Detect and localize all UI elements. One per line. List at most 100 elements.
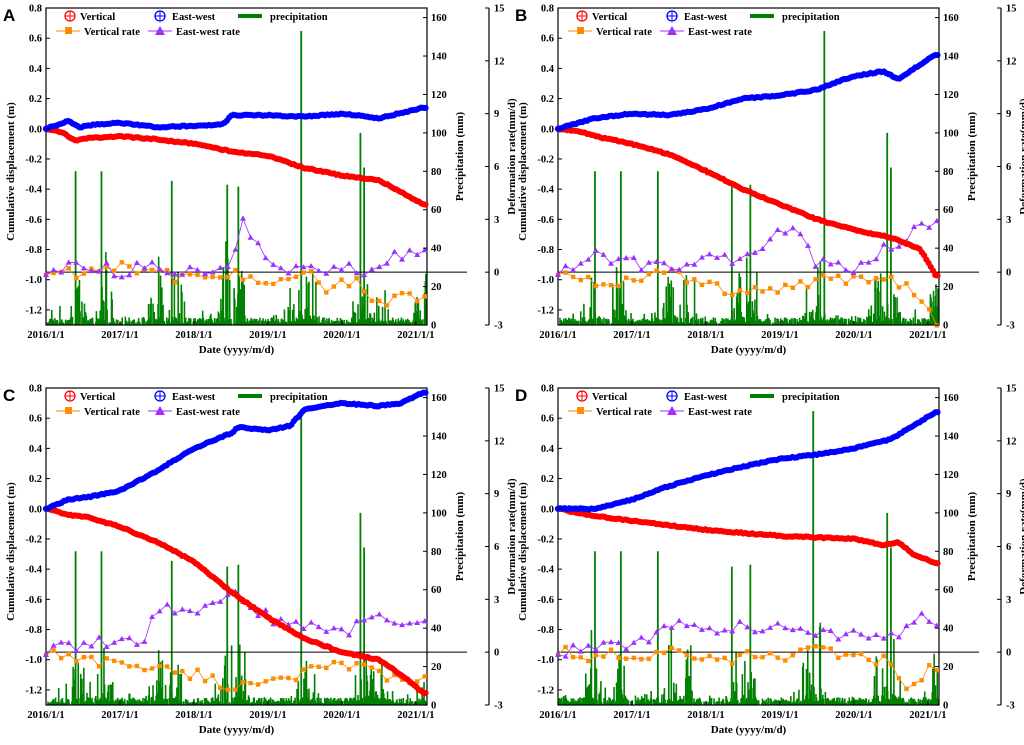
vertical-rate-point	[798, 647, 803, 652]
vertical-rate-point	[873, 276, 879, 281]
precip-tick-label: 40	[943, 624, 954, 635]
vertical-rate-point	[263, 281, 268, 286]
east-west-rate-point	[285, 270, 292, 276]
east-west-rate-point	[933, 217, 940, 224]
left-tick-label: 0.8	[541, 384, 554, 395]
east-west-rate-point	[80, 265, 87, 271]
left-tick-label: 0.0	[541, 504, 554, 515]
vertical-rate-point	[278, 675, 284, 680]
x-tick-label: 2018/1/1	[175, 330, 212, 341]
rate-tick-label: 3	[494, 595, 499, 606]
east-west-rate-point	[118, 274, 125, 280]
east-west-rate-point	[858, 631, 865, 637]
east-west-rate-point	[126, 272, 133, 278]
east-west-rate-point	[202, 270, 209, 277]
east-west-rate-point	[103, 643, 110, 650]
vertical-rate-point	[301, 270, 306, 275]
vertical-rate-point	[142, 667, 147, 673]
rate-tick-label: 15	[1006, 384, 1017, 395]
rate-tick-label: 6	[494, 542, 499, 553]
east-west-displacement-series	[554, 51, 941, 132]
east-west-point	[934, 409, 941, 416]
vertical-rate-point	[919, 678, 924, 683]
east-west-rate-point	[911, 619, 918, 625]
east-west-rate-point	[774, 226, 781, 232]
legend-east-west-rate-label: East-west rate	[176, 407, 240, 418]
precip-tick-label: 60	[431, 585, 442, 596]
east-west-rate-point	[414, 251, 421, 257]
rate-tick-label: 9	[494, 109, 499, 120]
vertical-displacement-series	[554, 505, 941, 567]
vertical-rate-point	[384, 678, 390, 683]
vertical-rate-point	[248, 680, 253, 686]
vertical-rate-point	[843, 652, 849, 657]
plot-frame	[557, 7, 940, 326]
precip-tick-label: 160	[943, 393, 959, 404]
east-west-rate-point	[406, 247, 413, 253]
rate-tick-label: 0	[1006, 648, 1011, 659]
east-west-rate-point	[555, 651, 561, 657]
vertical-rate-point	[111, 658, 117, 664]
rate-axis-label: Deformation rate(mm/d)	[1018, 98, 1024, 215]
legend-east-west-rate-label: East-west rate	[176, 27, 240, 38]
vertical-rate-point	[149, 666, 155, 671]
legend-vertical-rate-label: Vertical rate	[84, 27, 140, 38]
east-west-rate-point	[209, 269, 216, 275]
vertical-rate-point	[722, 291, 727, 296]
east-west-rate-point	[361, 272, 368, 278]
x-axis-label: Date (yyyy/m/d)	[199, 344, 275, 356]
east-west-rate-point	[623, 255, 630, 261]
vertical-rate-point	[240, 679, 246, 685]
left-tick-label: 0.2	[541, 94, 554, 105]
vertical-rate-point	[66, 651, 71, 657]
vertical-rate-point	[308, 269, 314, 274]
vertical-rate-point	[775, 290, 780, 295]
precip-tick-label: 0	[431, 321, 436, 332]
legend-precipitation-label: precipitation	[270, 12, 328, 23]
east-west-rate-point	[759, 628, 766, 634]
left-tick-label: -1.2	[25, 685, 42, 696]
east-west-rate-series	[555, 610, 940, 659]
east-west-rate-point	[812, 263, 819, 269]
east-west-rate-point	[873, 631, 880, 637]
vertical-rate-point	[354, 661, 359, 666]
east-west-rate-point	[73, 647, 80, 654]
east-west-rate-point	[661, 622, 668, 629]
left-tick-label: -1.0	[25, 655, 42, 666]
rate-tick-label: 12	[1006, 56, 1017, 67]
vertical-rate-series	[555, 643, 939, 692]
left-tick-label: -0.2	[537, 154, 554, 165]
east-west-rate-point	[895, 243, 902, 249]
east-west-rate-point	[50, 642, 57, 648]
legend-vertical-label: Vertical	[80, 392, 115, 403]
vertical-rate-point	[278, 276, 284, 282]
vertical-rate-point	[399, 290, 405, 296]
east-west-rate-point	[376, 611, 383, 617]
x-tick-label: 2021/1/1	[909, 330, 946, 341]
left-tick-label: 0.8	[29, 4, 42, 15]
vertical-rate-point	[623, 275, 629, 280]
chart-panel-a: 0.8 0.6 0.4 0.2 0.0 -0.2 -0.4 -0.6 -0.8 -1.0 -1.2 1…	[3, 4, 518, 357]
rate-tick-label: -3	[1006, 701, 1015, 712]
vertical-rate-series	[43, 648, 427, 692]
precip-axis-label: Precipitation (mm)	[966, 112, 978, 202]
vertical-rate-point	[271, 281, 276, 287]
east-west-rate-point	[111, 273, 118, 279]
x-tick-label: 2017/1/1	[101, 710, 138, 721]
east-west-rate-point	[842, 267, 849, 273]
east-west-rate-point	[103, 259, 110, 266]
east-west-rate-point	[812, 632, 819, 638]
left-tick-label: -0.8	[25, 245, 42, 256]
vertical-rate-point	[346, 667, 352, 672]
east-west-rate-point	[376, 263, 383, 270]
east-west-rate-point	[300, 625, 307, 632]
east-west-rate-point	[691, 261, 698, 267]
east-west-rate-point	[729, 628, 736, 634]
east-west-rate-point	[315, 267, 322, 273]
east-west-rate-point	[638, 634, 645, 640]
vertical-rate-point	[919, 299, 924, 304]
vertical-rate-point	[661, 650, 667, 656]
rate-tick-label: 12	[1006, 436, 1017, 447]
east-west-rate-point	[630, 254, 637, 260]
east-west-rate-point	[217, 598, 224, 604]
